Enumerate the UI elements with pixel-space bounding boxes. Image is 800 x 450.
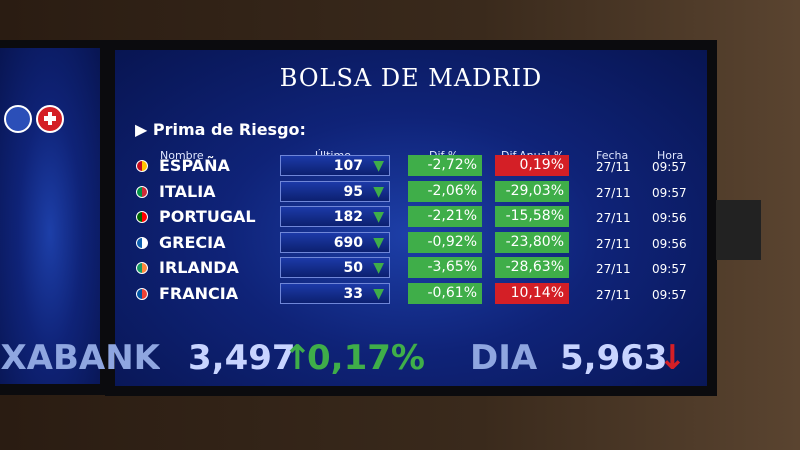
diff: -3,65% (408, 257, 482, 279)
ticker-price: 5,963 (560, 338, 668, 378)
flag (136, 262, 148, 275)
annual-diff: -28,63% (495, 257, 569, 279)
down-arrow: ▼ (373, 260, 384, 277)
down-arrow: ↓ (658, 338, 687, 378)
last-value: 33 ▼ (280, 283, 390, 304)
date: 27/11 (596, 262, 631, 277)
up-arrow: ↑ (283, 338, 312, 378)
country: GRECIA (159, 232, 226, 252)
time: 09:56 (652, 211, 687, 226)
diff: -0,61% (408, 283, 482, 304)
column-header: Hora (657, 149, 684, 162)
time: 09:57 (652, 288, 687, 302)
diff: -0,92% (408, 231, 482, 253)
last-value: 95 ▼ (280, 180, 390, 202)
column-header: Nombre (160, 149, 204, 162)
ticker-name: XABANK (0, 338, 160, 378)
diff: -2,06% (408, 180, 482, 202)
time: 09:57 (652, 262, 687, 277)
last-value: 107 ▼ (280, 155, 390, 176)
country: ITALIA (159, 181, 216, 201)
last-value: 50 ▼ (280, 257, 390, 279)
time: 09:57 (652, 185, 687, 200)
annual-diff: 10,14% (495, 283, 569, 304)
ticker-price: 3,497 (188, 338, 296, 378)
section-title: ▶ Prima de Riesgo: (135, 120, 306, 139)
down-arrow: ▼ (373, 183, 384, 200)
annual-diff: -15,58% (495, 206, 569, 228)
date: 27/11 (596, 185, 631, 200)
bracket (716, 200, 761, 260)
diff: -2,21% (408, 206, 482, 228)
section-label: Prima de Riesgo: (152, 120, 306, 139)
flags (4, 105, 64, 133)
ticker-name: DIA (470, 338, 538, 378)
date: 27/11 (596, 236, 631, 251)
left-screen (0, 48, 100, 384)
flag (136, 288, 148, 300)
title: BOLSA DE MADRID (279, 64, 543, 92)
date: 27/11 (596, 288, 631, 302)
down-arrow: ▼ (373, 286, 384, 302)
annual-diff: -29,03% (495, 180, 569, 202)
screen: BOLSA DE MADRID ▶ Prima de Riesgo: Nombr… (115, 50, 707, 386)
country: PORTUGAL (159, 207, 256, 227)
time: 09:56 (652, 236, 687, 251)
column-header: Fecha (596, 149, 629, 162)
last-value: 690 ▼ (280, 231, 390, 253)
flag (136, 211, 148, 224)
date: 27/11 (596, 211, 631, 226)
flag (136, 236, 148, 249)
flag (136, 160, 148, 172)
country: ESPAÑA (159, 156, 230, 175)
date: 27/11 (596, 160, 631, 174)
annual-diff: 0,19% (495, 155, 569, 176)
time: 09:57 (652, 160, 687, 174)
down-arrow: ▼ (373, 234, 384, 251)
ticker-change: 0,17% (307, 338, 425, 378)
down-arrow: ▼ (373, 158, 384, 174)
country: FRANCIA (159, 284, 239, 303)
flag (136, 185, 148, 198)
annual-diff: -23,80% (495, 231, 569, 253)
country: IRLANDA (159, 258, 239, 278)
last-value: 182 ▼ (280, 206, 390, 228)
down-arrow: ▼ (373, 209, 384, 226)
diff: -2,72% (408, 155, 482, 176)
